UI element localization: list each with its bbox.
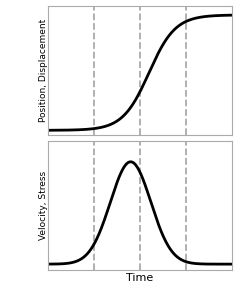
X-axis label: Time: Time	[126, 273, 153, 283]
Y-axis label: Velocity, Stress: Velocity, Stress	[39, 171, 48, 240]
Y-axis label: Position, Displacement: Position, Displacement	[39, 19, 48, 122]
